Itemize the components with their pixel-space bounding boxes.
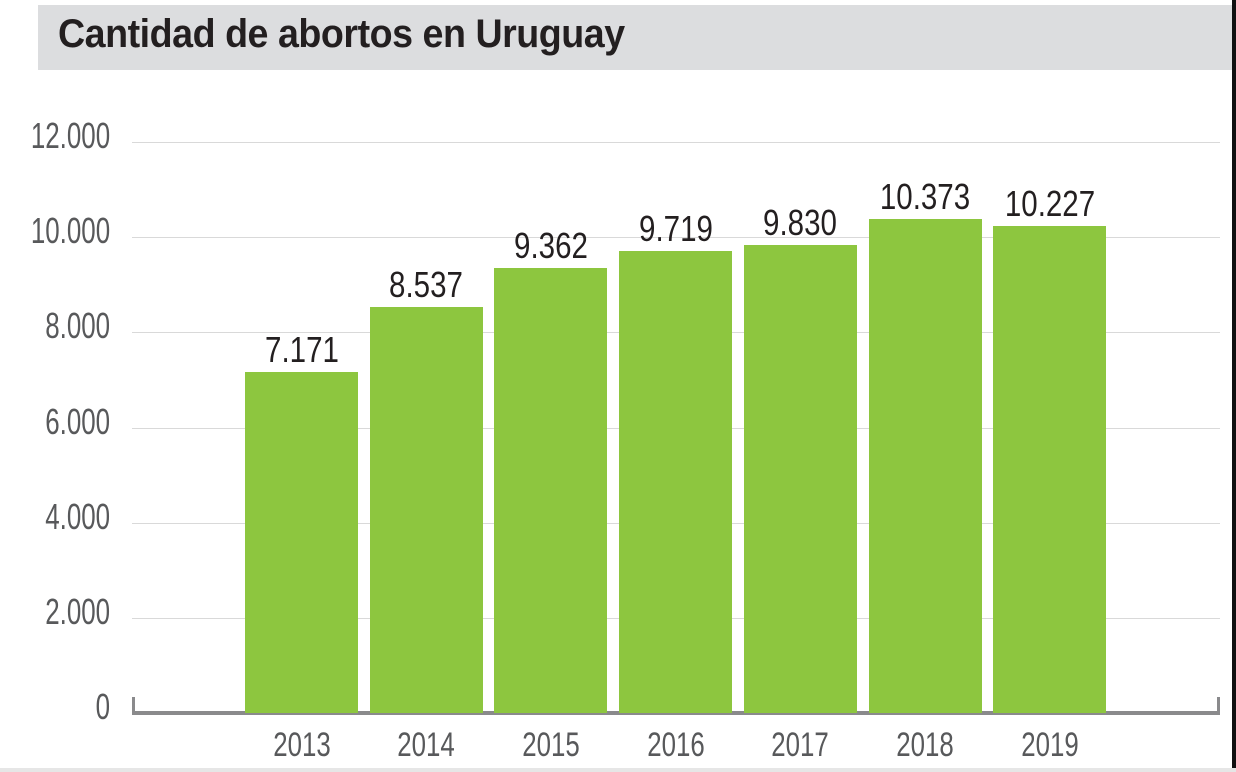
- bar: [369, 306, 483, 713]
- y-tick-label: 12.000: [30, 115, 110, 156]
- title-banner: [38, 5, 1232, 70]
- right-border: [1232, 0, 1236, 772]
- gridline: [132, 142, 1220, 143]
- bar: [868, 219, 982, 713]
- bar: [619, 250, 733, 713]
- bar: [245, 371, 358, 713]
- x-tick-label: 2014: [397, 726, 455, 764]
- axis-end-tick: [132, 697, 135, 713]
- y-tick-label: 0: [95, 686, 110, 727]
- value-label: 9.719: [638, 207, 713, 249]
- x-tick-label: 2019: [1020, 726, 1079, 764]
- x-tick-label: 2017: [771, 726, 830, 764]
- y-tick-label: 10.000: [30, 210, 110, 251]
- axis-end-tick: [1217, 697, 1220, 713]
- y-tick-label: 2.000: [45, 591, 110, 632]
- bar: [993, 226, 1107, 713]
- y-tick-label: 6.000: [45, 401, 110, 442]
- value-label: 7.171: [264, 328, 339, 370]
- chart-title: Cantidad de abortos en Uruguay: [58, 12, 625, 56]
- value-label: 10.227: [1004, 183, 1095, 225]
- x-tick-label: 2018: [896, 726, 954, 764]
- x-tick-label: 2016: [646, 726, 705, 764]
- value-label: 8.537: [389, 263, 464, 305]
- x-tick-label: 2015: [522, 726, 580, 764]
- bar: [743, 245, 857, 713]
- value-label: 9.830: [763, 202, 838, 244]
- value-label: 10.373: [879, 176, 971, 218]
- bottom-border: [0, 768, 1236, 772]
- y-tick-label: 4.000: [45, 496, 110, 537]
- gridline: [132, 237, 1220, 238]
- y-tick-label: 8.000: [45, 305, 110, 346]
- x-tick-label: 2013: [272, 726, 331, 764]
- value-label: 9.362: [513, 224, 588, 266]
- x-axis-line: [132, 711, 1220, 715]
- bar: [494, 267, 608, 713]
